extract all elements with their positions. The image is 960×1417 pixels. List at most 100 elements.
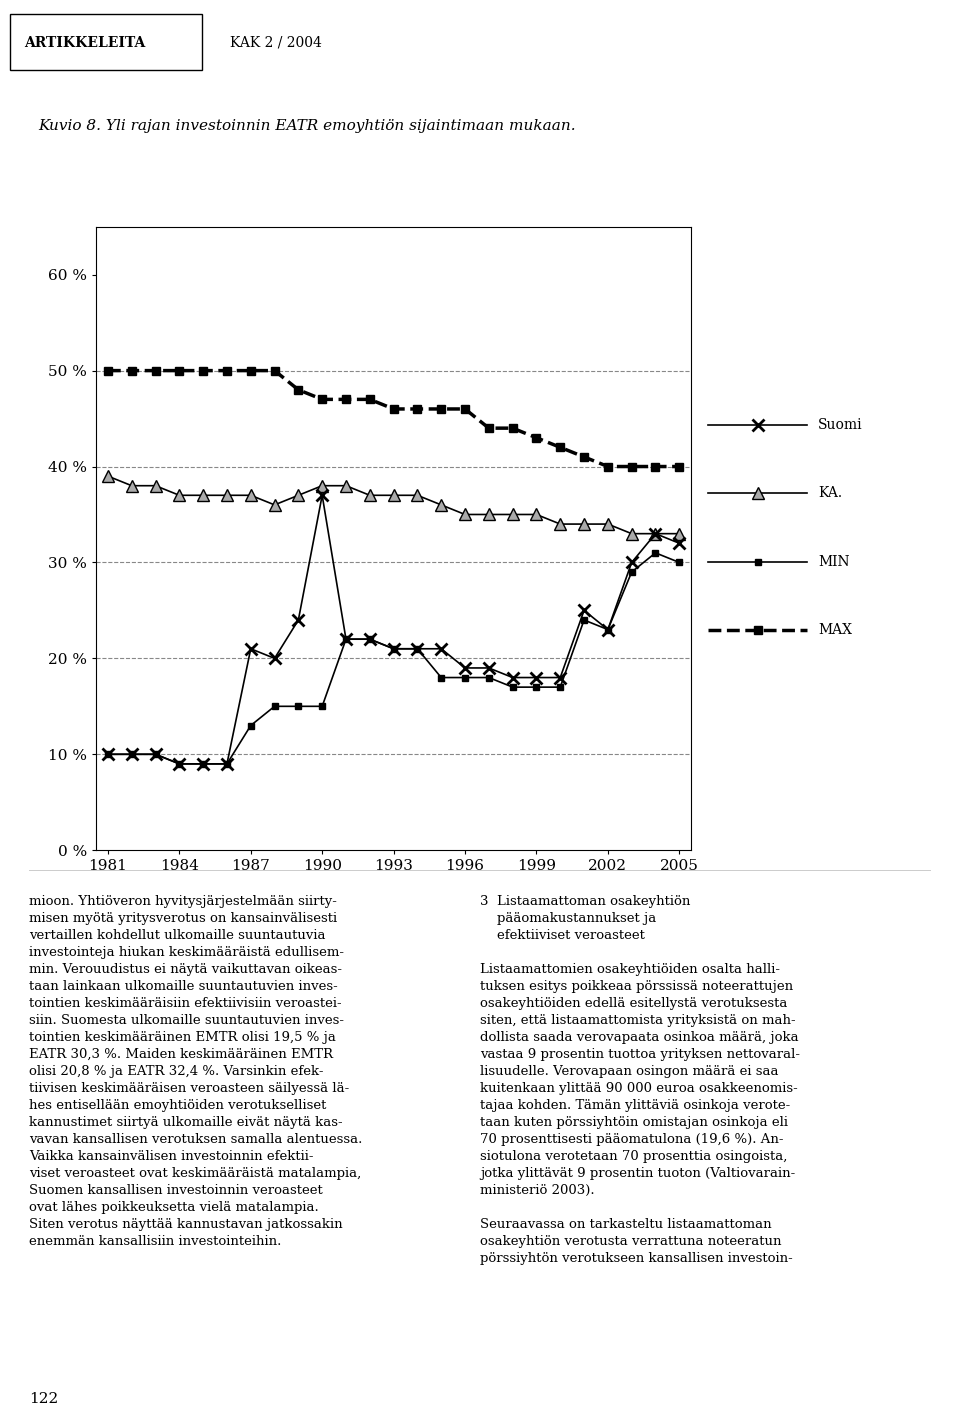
MAX bbox=[674, 458, 685, 475]
MIN bbox=[245, 717, 256, 734]
KA. bbox=[388, 487, 399, 504]
Suomi bbox=[602, 621, 613, 638]
Line: Suomi: Suomi bbox=[102, 489, 685, 769]
MIN bbox=[602, 621, 613, 638]
KA. bbox=[102, 468, 113, 485]
Line: MAX: MAX bbox=[104, 367, 684, 470]
MAX bbox=[412, 401, 423, 418]
Suomi bbox=[578, 602, 589, 619]
MAX bbox=[650, 458, 661, 475]
Suomi bbox=[483, 659, 494, 676]
MAX bbox=[245, 363, 256, 380]
MIN bbox=[459, 669, 470, 686]
KA. bbox=[626, 526, 637, 543]
KA. bbox=[317, 478, 328, 495]
Text: MIN: MIN bbox=[818, 554, 850, 568]
MIN bbox=[507, 679, 518, 696]
Suomi bbox=[531, 669, 542, 686]
MAX bbox=[436, 401, 447, 418]
Suomi bbox=[459, 659, 470, 676]
Text: mioon. Yhtiöveron hyvitysjärjestelmään siirty-
misen myötä yritysverotus on kans: mioon. Yhtiöveron hyvitysjärjestelmään s… bbox=[29, 894, 362, 1248]
KA. bbox=[459, 506, 470, 523]
Line: KA.: KA. bbox=[102, 470, 685, 540]
Text: 3  Listaamattoman osakeyhtiön
    pääomakustannukset ja
    efektiiviset veroast: 3 Listaamattoman osakeyhtiön pääomakusta… bbox=[480, 894, 800, 1265]
Suomi bbox=[126, 745, 137, 762]
MIN bbox=[364, 631, 375, 648]
Suomi bbox=[340, 631, 351, 648]
Suomi bbox=[626, 554, 637, 571]
Suomi bbox=[221, 755, 232, 772]
KA. bbox=[436, 496, 447, 513]
Suomi bbox=[150, 745, 161, 762]
Suomi bbox=[174, 755, 185, 772]
MAX bbox=[578, 448, 589, 465]
KA. bbox=[198, 487, 209, 504]
KA. bbox=[245, 487, 256, 504]
KA. bbox=[602, 516, 613, 533]
Line: MIN: MIN bbox=[105, 550, 683, 768]
MIN bbox=[269, 697, 280, 714]
KA. bbox=[150, 478, 161, 495]
Text: MAX: MAX bbox=[818, 623, 852, 638]
Suomi bbox=[507, 669, 518, 686]
KA. bbox=[269, 496, 280, 513]
MAX bbox=[388, 401, 399, 418]
MIN bbox=[555, 679, 566, 696]
MAX bbox=[364, 391, 375, 408]
MAX bbox=[340, 391, 351, 408]
MIN bbox=[626, 564, 637, 581]
MAX bbox=[102, 363, 113, 380]
KA. bbox=[483, 506, 494, 523]
MIN bbox=[412, 640, 423, 657]
MAX bbox=[221, 363, 232, 380]
KA. bbox=[364, 487, 375, 504]
MAX bbox=[507, 419, 518, 436]
MIN bbox=[340, 631, 351, 648]
Text: KAK 2 / 2004: KAK 2 / 2004 bbox=[230, 35, 323, 50]
MAX bbox=[602, 458, 613, 475]
MIN bbox=[531, 679, 542, 696]
Text: 122: 122 bbox=[29, 1393, 58, 1406]
KA. bbox=[126, 478, 137, 495]
Suomi bbox=[388, 640, 399, 657]
Suomi bbox=[293, 612, 304, 629]
MIN bbox=[674, 554, 685, 571]
MAX bbox=[174, 363, 185, 380]
MIN bbox=[221, 755, 232, 772]
Suomi bbox=[102, 745, 113, 762]
MAX bbox=[483, 419, 494, 436]
Text: Kuvio 8. Yli rajan investoinnin EATR emoyhtiön sijaintimaan mukaan.: Kuvio 8. Yli rajan investoinnin EATR emo… bbox=[38, 119, 576, 133]
Suomi bbox=[412, 640, 423, 657]
KA. bbox=[221, 487, 232, 504]
MIN bbox=[293, 697, 304, 714]
Suomi bbox=[650, 526, 661, 543]
KA. bbox=[293, 487, 304, 504]
MIN bbox=[388, 640, 399, 657]
KA. bbox=[412, 487, 423, 504]
KA. bbox=[578, 516, 589, 533]
MAX bbox=[126, 363, 137, 380]
MIN bbox=[483, 669, 494, 686]
Text: ARTIKKELEITA: ARTIKKELEITA bbox=[24, 35, 145, 50]
MIN bbox=[436, 669, 447, 686]
MAX bbox=[626, 458, 637, 475]
MAX bbox=[150, 363, 161, 380]
KA. bbox=[340, 478, 351, 495]
Suomi bbox=[674, 534, 685, 551]
KA. bbox=[650, 526, 661, 543]
Text: Suomi: Suomi bbox=[818, 418, 862, 432]
KA. bbox=[507, 506, 518, 523]
Suomi bbox=[555, 669, 566, 686]
MIN bbox=[317, 697, 328, 714]
Suomi bbox=[364, 631, 375, 648]
MIN bbox=[650, 544, 661, 561]
Text: KA.: KA. bbox=[818, 486, 842, 500]
MAX bbox=[198, 363, 209, 380]
MIN bbox=[174, 755, 185, 772]
FancyBboxPatch shape bbox=[10, 14, 202, 71]
Suomi bbox=[317, 487, 328, 504]
KA. bbox=[674, 526, 685, 543]
MAX bbox=[269, 363, 280, 380]
MIN bbox=[150, 745, 161, 762]
KA. bbox=[555, 516, 566, 533]
